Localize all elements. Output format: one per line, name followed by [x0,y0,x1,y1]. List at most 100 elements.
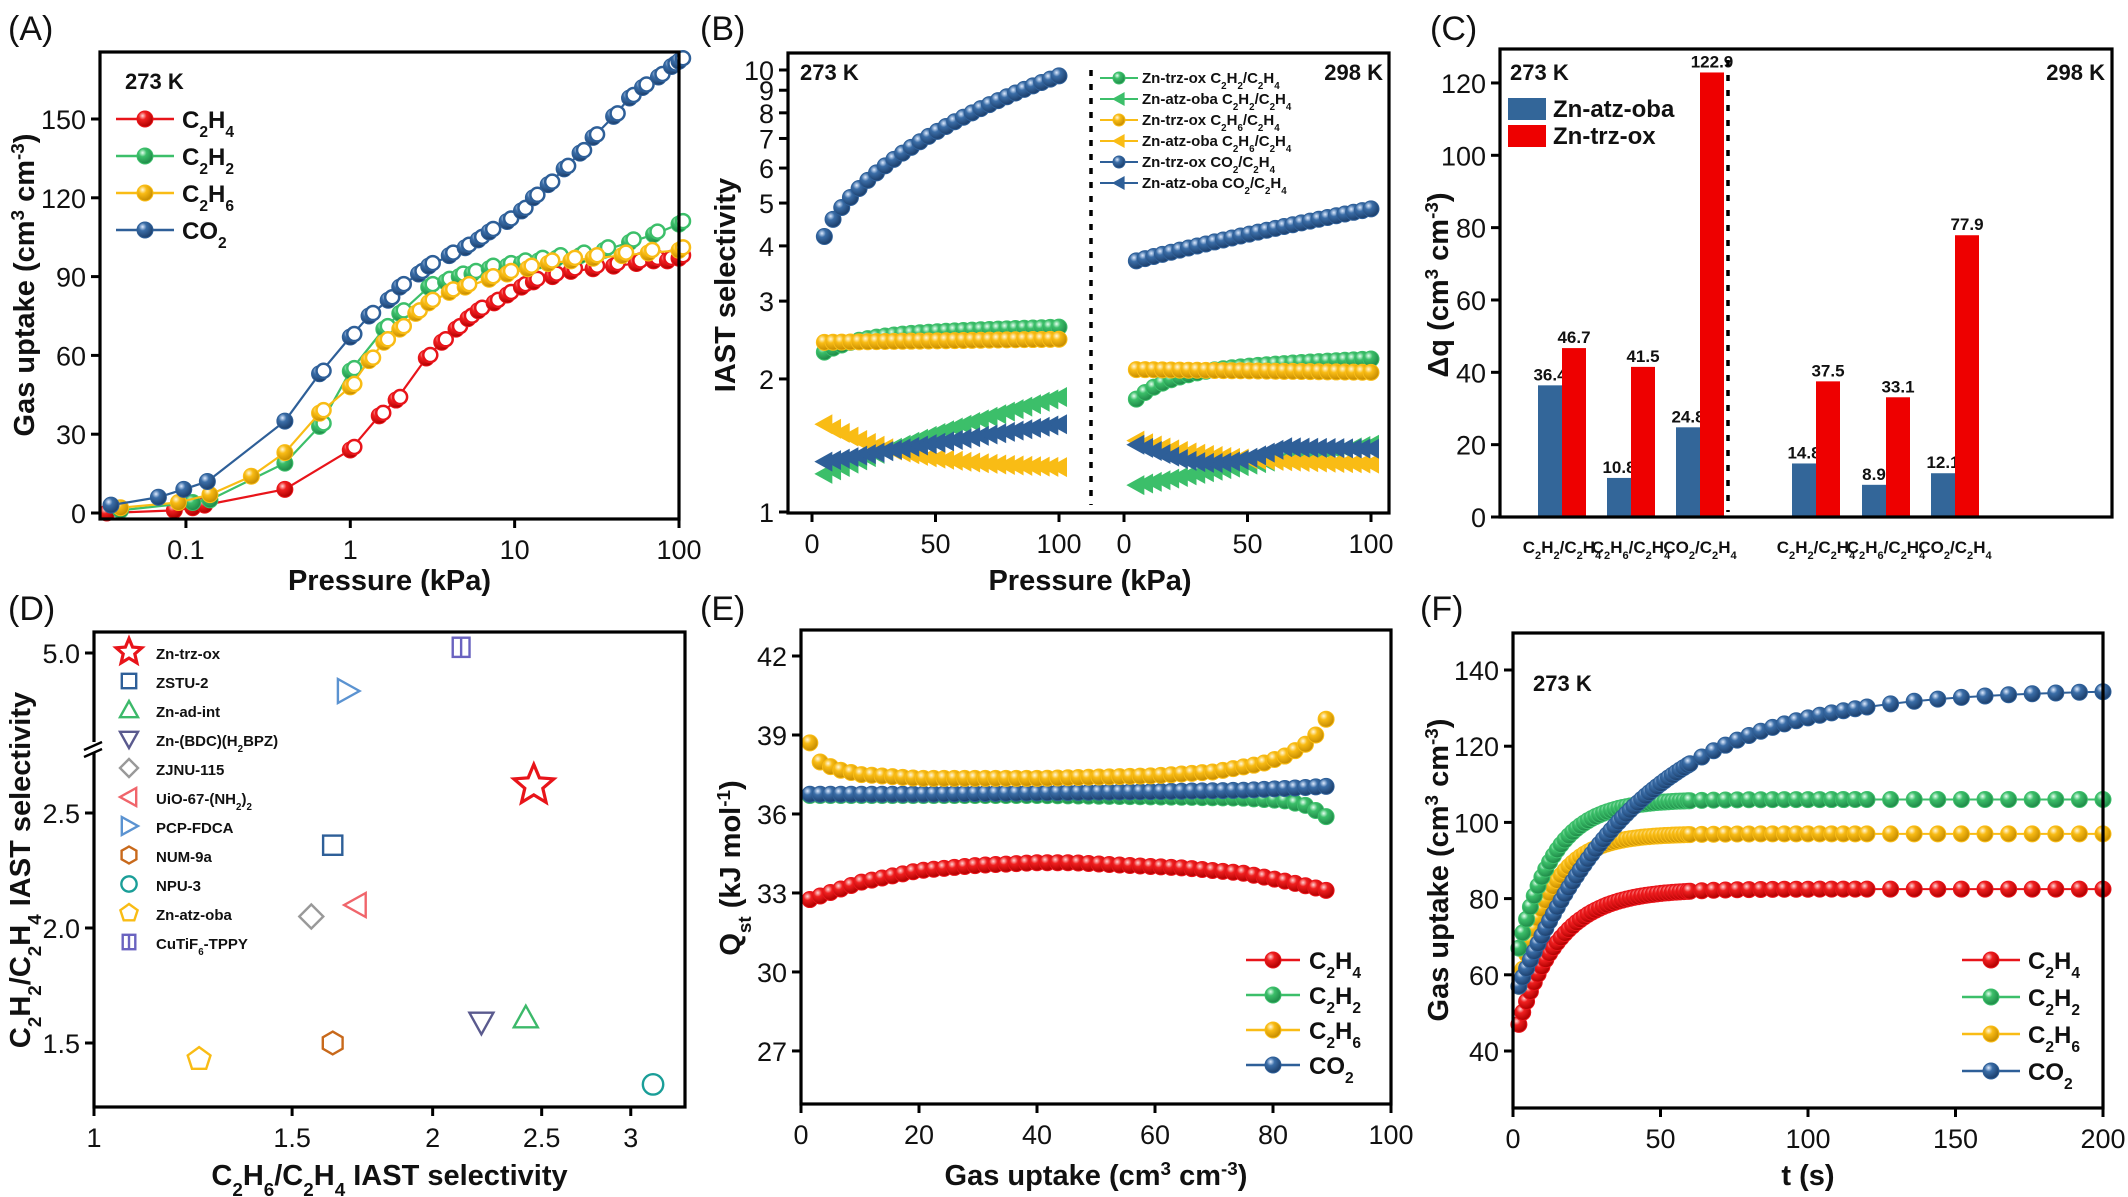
bar-Zn-trz-ox [1816,381,1840,517]
category-label: C2H6/C2H4 [1847,538,1926,562]
legend-marker-NUM-9a [120,845,138,865]
desorption-point-C2H6 [617,244,635,261]
point [918,434,937,455]
f-xtick-label: 50 [1645,1124,1675,1154]
legend-marker-C2H2 [1264,986,1282,1004]
c-tag-298K: 298 K [2046,60,2105,85]
legend-label-CO2: CO2 [1309,1053,1354,1087]
legend-label-Zn-trz-ox: Zn-trz-ox [1553,123,1656,150]
point [2023,791,2041,809]
panel-d-selectivity-comparison: 1.5 2.0 2.5 5.0 1 1.5 2 2.5 3 C2H6/C2H4 IAST sele… [5,630,687,1197]
panel-label-a: (A) [8,10,53,48]
e-xtick-label: 40 [1022,1120,1052,1150]
e-xtick-label: 100 [1368,1120,1413,1150]
legend-label: Zn-trz-ox CO2/C2H4 [1142,154,1276,176]
legend-marker-C2H6 [1264,1021,1282,1039]
point [944,450,963,471]
point [1976,687,1994,705]
plot-frame [799,628,1393,1106]
legend-marker-triangle [1112,92,1125,106]
point-NUM-9a [321,1030,344,1056]
series-CO2 [801,777,1335,803]
desorption-point-C2H2 [467,262,485,280]
series-Zn-trz-ox-C2H6-C2H4-273K [815,330,1068,351]
point [1005,420,1024,441]
series-C2H6 [112,239,692,517]
panel-label-d: (D) [8,590,55,628]
point [1022,456,1041,477]
point [1049,457,1067,478]
a-xtick-label: 10 [500,535,530,565]
legend-label-Zn-atz-oba: Zn-atz-oba [156,907,232,924]
e-ytick-label: 36 [757,800,787,830]
legend-marker-Zn-atz-oba [118,902,140,922]
desorption-point-C2H6 [379,331,397,348]
e-xtick-label: 20 [904,1120,934,1150]
b-xtick-label: 0 [804,529,819,559]
point [2000,880,2018,898]
d-xtick-label: 1.5 [273,1123,311,1153]
e-ytick-label: 33 [757,879,787,909]
b-tag-273K: 273 K [800,60,859,85]
bar-Zn-trz-ox [1955,235,1979,517]
axis-break-gap [90,742,98,752]
panel-a-isotherms: 0 30 60 90 120 150 0.1 1 10 100 Pressure (kPa) Gas … [7,49,702,597]
point-UiO-67-NH2-2 [341,890,367,920]
point [2070,791,2088,809]
point [1135,473,1154,494]
e-xtick-label: 80 [1258,1120,1288,1150]
b-ytick-label: 3 [759,287,774,317]
c-ytick-label: 40 [1456,358,1486,388]
point [2000,825,2018,843]
d-ytick-label: 2.5 [42,799,80,829]
b-ytick-label: 2 [759,365,774,395]
point [953,451,972,472]
desorption-point-C2H4 [391,388,409,406]
point [1317,777,1335,795]
point [1230,449,1249,470]
a-ytick-label: 30 [56,420,86,450]
d-xtick-label: 3 [623,1123,638,1153]
point [1882,791,1900,809]
f-temperature-tag: 273 K [1533,671,1592,696]
f-xtick-label: 150 [1933,1124,1978,1154]
point [1882,880,1900,898]
point [1014,455,1033,476]
a-ytick-label: 0 [71,499,86,529]
series-C2H4 [1510,880,2112,1033]
desorption-point-C2H6 [502,262,520,280]
legend-label-PCP-FDCA: PCP-FDCA [156,820,234,837]
panel-label-c: (C) [1430,10,1477,48]
b-xtick-label: 100 [1348,529,1393,559]
desorption-point-C2H6 [566,249,584,267]
point [892,438,911,459]
point [1929,880,1947,898]
bar-value-label: 8.9 [1862,465,1886,484]
point [988,423,1007,444]
point [996,455,1015,476]
point [823,450,842,471]
point [840,447,859,468]
point [1143,471,1162,492]
b-ytick-label: 9 [759,76,774,106]
e-ytick-label: 39 [757,721,787,751]
e-ytick-label: 30 [757,958,787,988]
legend-marker-C2H2 [1982,988,2000,1006]
point-ZSTU-2 [321,834,344,856]
desorption-point-C2H2 [346,359,363,377]
adsorption-point-CO2 [102,496,120,514]
bar-value-label: 12.1 [1926,453,1959,472]
bar-Zn-trz-ox [1631,366,1655,517]
axis-break-mark [83,740,103,752]
b-ytick-label: 4 [759,232,774,262]
f-ytick-label: 100 [1454,808,1499,838]
e-ytick-label: 42 [757,642,787,672]
d-ytick-label: 5.0 [42,639,80,669]
series-Zn-atz-oba-C2H2-C2H4-273K [814,387,1067,484]
series-Zn-trz-ox-C2H6-C2H4-298K [1127,361,1380,381]
point [1326,452,1345,473]
point [1014,419,1033,440]
legend-marker-triangle [1112,176,1125,190]
point [1952,791,1970,809]
point-Zn-atz-oba [186,1045,212,1071]
